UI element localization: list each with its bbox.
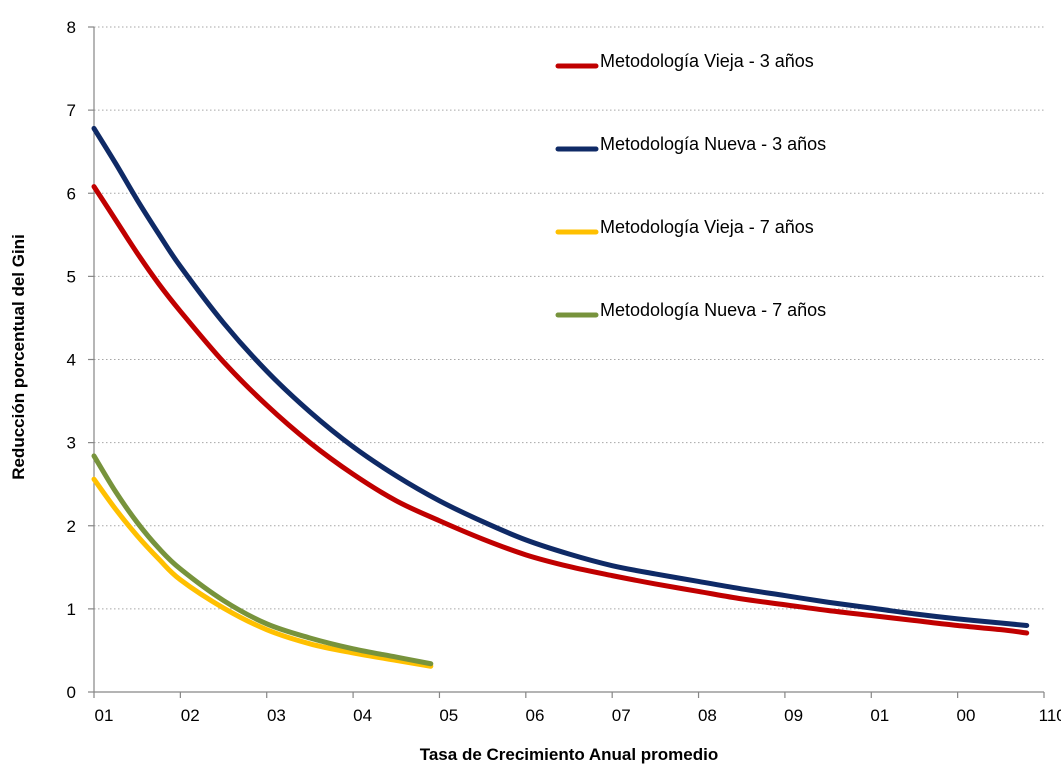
x-tick-label-9: 01 xyxy=(870,706,889,725)
y-tick-label-7: 7 xyxy=(67,101,76,120)
x-tick-label-10: 00 xyxy=(957,706,976,725)
y-tick-label-1: 1 xyxy=(67,600,76,619)
x-axis-title: Tasa de Crecimiento Anual promedio xyxy=(420,745,719,764)
x-tick-label-8: 09 xyxy=(784,706,803,725)
legend: Metodología Vieja - 3 años Metodología Nu… xyxy=(555,51,826,320)
y-tick-label-3: 3 xyxy=(67,434,76,453)
legend-label-2: Metodología Vieja - 7 años xyxy=(600,217,814,237)
legend-label-1: Metodología Nueva - 3 años xyxy=(600,134,826,154)
grid-layer xyxy=(94,26,1044,610)
y-tick-label-0: 0 xyxy=(67,683,76,702)
series-line-2 xyxy=(91,476,434,669)
x-tick-label-6: 07 xyxy=(612,706,631,725)
x-tick-label-4: 05 xyxy=(439,706,458,725)
legend-label-3: Metodología Nueva - 7 años xyxy=(600,300,826,320)
legend-item-3: Metodología Nueva - 7 años xyxy=(555,300,826,320)
series-line-3 xyxy=(91,453,434,667)
y-tick-label-4: 4 xyxy=(67,351,76,370)
series-line-1 xyxy=(91,125,1030,628)
legend-label-0: Metodología Vieja - 3 años xyxy=(600,51,814,71)
y-tick-label-8: 8 xyxy=(67,18,76,37)
series-layer xyxy=(91,125,1030,669)
y-tick-label-5: 5 xyxy=(67,267,76,286)
legend-item-0: Metodología Vieja - 3 años xyxy=(555,51,814,71)
y-tick-label-2: 2 xyxy=(67,517,76,536)
x-tick-label-11: 110 xyxy=(1039,706,1061,725)
x-tick-label-2: 03 xyxy=(267,706,286,725)
series-line-0 xyxy=(91,184,1030,636)
legend-item-2: Metodología Vieja - 7 años xyxy=(555,217,814,237)
y-tick-label-6: 6 xyxy=(67,184,76,203)
x-tick-label-1: 02 xyxy=(181,706,200,725)
x-tick-label-0: 01 xyxy=(95,706,114,725)
legend-item-1: Metodología Nueva - 3 años xyxy=(555,134,826,154)
x-tick-label-3: 04 xyxy=(353,706,372,725)
x-tick-label-7: 08 xyxy=(698,706,717,725)
axis-layer: 0123456780102030405060708090100110 xyxy=(67,18,1061,725)
y-axis-title: Reducción porcentual del Gini xyxy=(9,234,28,480)
x-tick-label-5: 06 xyxy=(526,706,545,725)
